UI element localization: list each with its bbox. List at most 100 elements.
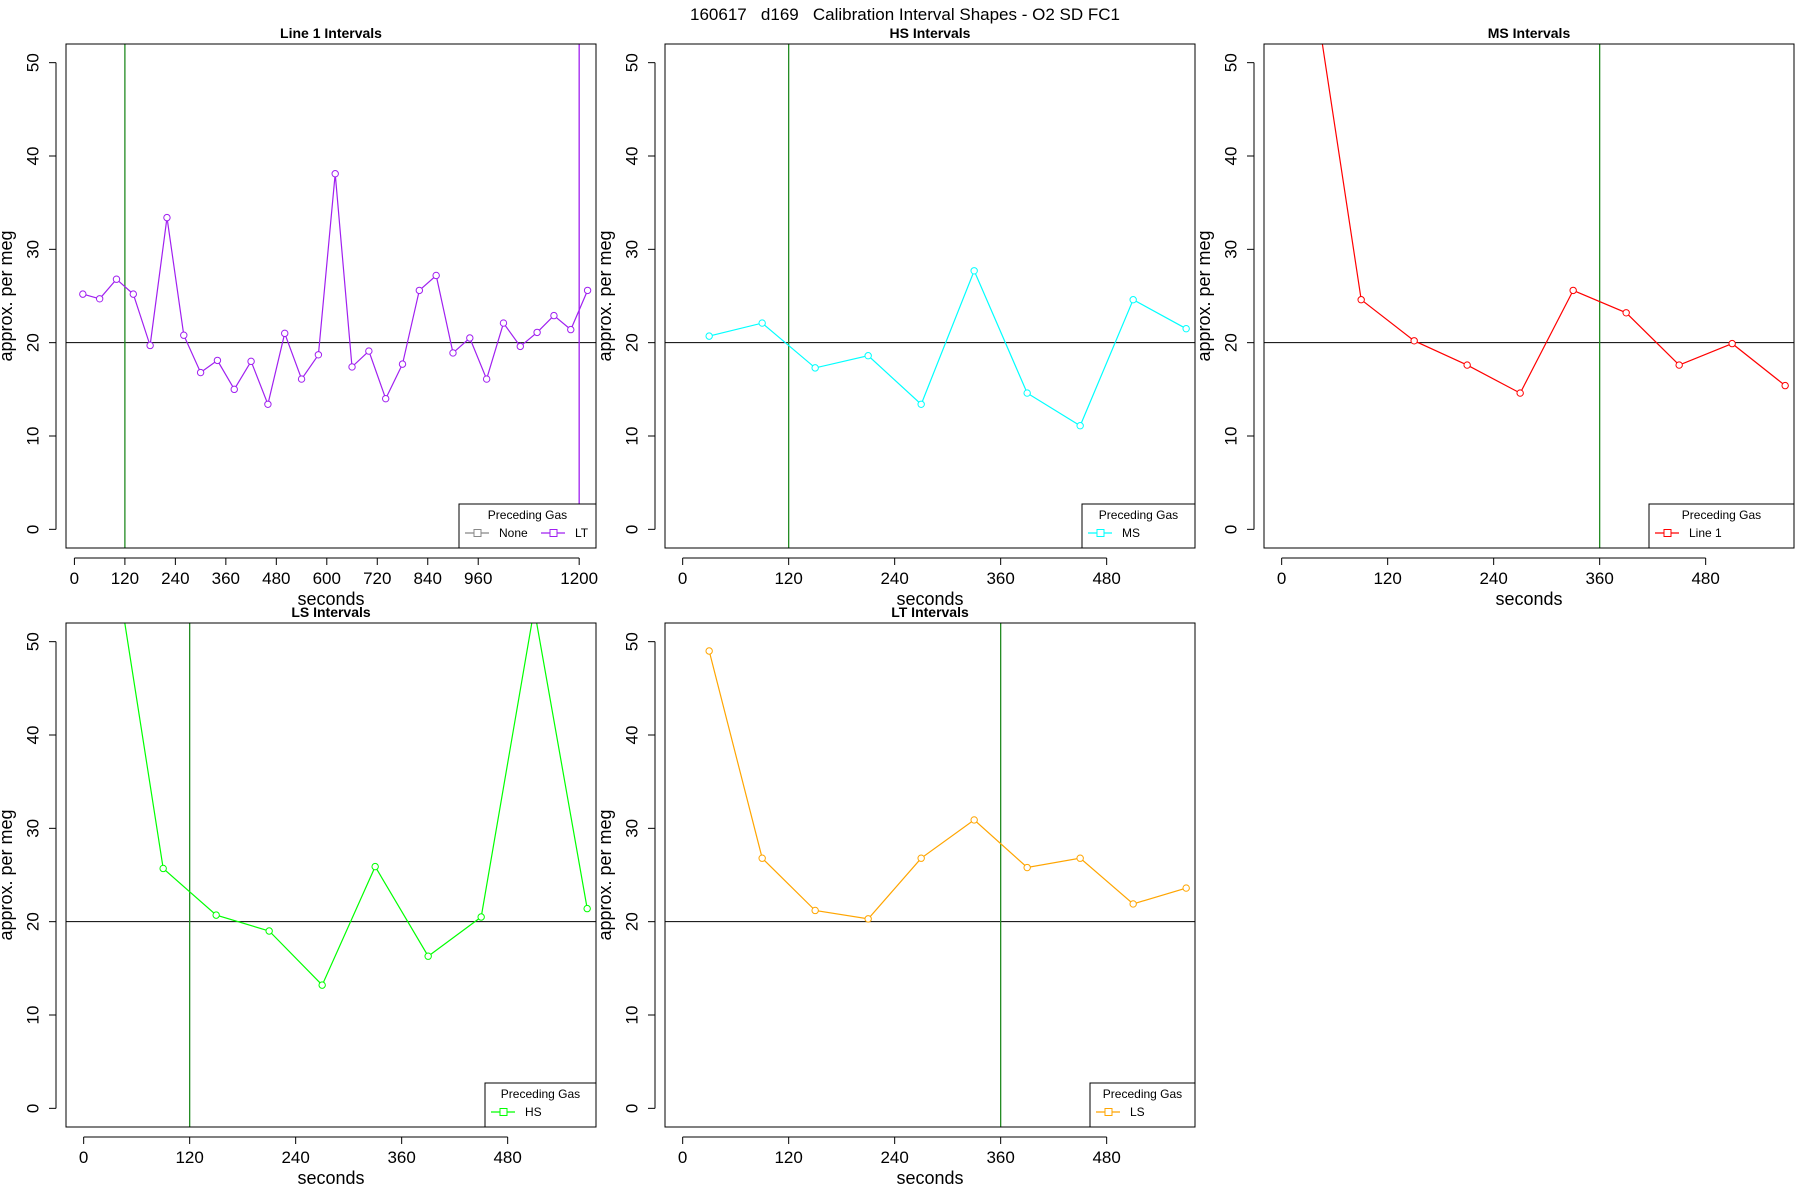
legend-title: Preceding Gas bbox=[488, 508, 567, 522]
data-point bbox=[705, 647, 713, 655]
data-point bbox=[230, 385, 238, 394]
data-point bbox=[1410, 337, 1418, 345]
data-point bbox=[297, 375, 306, 383]
x-tick-label: 120 bbox=[1373, 569, 1401, 588]
data-point bbox=[159, 864, 167, 873]
data-point bbox=[449, 349, 457, 357]
y-tick-label: 30 bbox=[23, 240, 42, 259]
y-tick-label: 40 bbox=[23, 147, 42, 166]
y-tick-label: 0 bbox=[1221, 525, 1240, 534]
y-tick-label: 0 bbox=[622, 1104, 641, 1113]
x-tick-label: 120 bbox=[175, 1148, 203, 1167]
x-tick-label: 120 bbox=[774, 1148, 802, 1167]
x-tick-label: 600 bbox=[313, 569, 341, 588]
legend-swatch-marker bbox=[499, 1108, 508, 1116]
y-tick-label: 30 bbox=[1221, 240, 1240, 259]
data-point bbox=[811, 364, 819, 372]
data-point bbox=[381, 394, 390, 403]
data-point bbox=[398, 360, 407, 368]
data-point bbox=[583, 286, 592, 295]
data-point bbox=[1023, 389, 1031, 397]
data-point bbox=[1182, 884, 1190, 892]
x-tick-label: 480 bbox=[262, 569, 290, 588]
y-tick-label: 10 bbox=[622, 1006, 641, 1025]
x-axis-label: seconds bbox=[297, 1168, 364, 1188]
y-tick-label: 50 bbox=[622, 53, 641, 72]
legend-entry: None bbox=[499, 526, 528, 540]
y-tick-label: 20 bbox=[622, 912, 641, 931]
y-tick-label: 40 bbox=[23, 726, 42, 745]
y-axis-label: approx. per meg bbox=[0, 230, 16, 361]
plot-area bbox=[1321, 44, 1789, 397]
x-tick-label: 240 bbox=[1479, 569, 1507, 588]
data-point bbox=[758, 854, 766, 862]
legend-box bbox=[484, 1082, 597, 1128]
data-point bbox=[533, 328, 541, 337]
x-tick-label: 480 bbox=[493, 1148, 521, 1167]
data-point bbox=[371, 862, 379, 871]
y-tick-label: 20 bbox=[23, 912, 42, 931]
legend-box bbox=[1081, 503, 1196, 549]
plot-area bbox=[124, 623, 591, 989]
x-tick-label: 360 bbox=[212, 569, 240, 588]
data-point bbox=[917, 400, 925, 408]
data-point bbox=[1076, 854, 1084, 862]
data-point bbox=[348, 363, 356, 371]
plot-frame bbox=[1263, 43, 1795, 549]
data-point bbox=[1463, 361, 1471, 369]
x-axis-label: seconds bbox=[297, 589, 364, 609]
data-point bbox=[1622, 309, 1630, 317]
data-point bbox=[1728, 339, 1736, 348]
series-line bbox=[709, 269, 1187, 427]
y-tick-label: 50 bbox=[23, 53, 42, 72]
data-point bbox=[864, 915, 872, 923]
y-tick-label: 40 bbox=[622, 147, 641, 166]
y-tick-label: 20 bbox=[23, 333, 42, 352]
y-axis-label: approx. per meg bbox=[0, 809, 16, 940]
plot-frame bbox=[664, 43, 1196, 549]
x-tick-label: 0 bbox=[70, 569, 79, 588]
data-point bbox=[1569, 286, 1577, 295]
data-point bbox=[264, 400, 272, 408]
data-point bbox=[477, 913, 485, 921]
data-point bbox=[196, 368, 205, 377]
legend: Preceding Gas None LT bbox=[458, 503, 597, 549]
x-tick-label: 960 bbox=[464, 569, 492, 588]
x-tick-label: 0 bbox=[678, 1148, 687, 1167]
data-point bbox=[112, 275, 121, 283]
chart-panel-5: LT Intervals 0 120 240 360 480 seconds 0 10 20 30 4… bbox=[595, 604, 1196, 1188]
legend-swatch-marker bbox=[549, 529, 558, 537]
x-tick-label: 120 bbox=[111, 569, 139, 588]
data-point bbox=[1182, 324, 1190, 333]
legend-swatch-marker bbox=[473, 529, 482, 537]
y-tick-label: 20 bbox=[1221, 333, 1240, 352]
data-point bbox=[146, 341, 154, 350]
series-line bbox=[124, 623, 588, 987]
series-line bbox=[1321, 44, 1786, 394]
data-point bbox=[970, 267, 978, 275]
data-point bbox=[516, 342, 524, 351]
chart-panel-1: Line 1 Intervals 0 120 240 360 480 600 720 840 96… bbox=[0, 25, 598, 609]
data-point bbox=[1675, 361, 1683, 369]
plot-frame bbox=[664, 622, 1196, 1128]
data-point bbox=[129, 290, 138, 298]
panel-title: MS Intervals bbox=[1488, 25, 1571, 41]
legend-title: Preceding Gas bbox=[1103, 1087, 1182, 1101]
data-point bbox=[1357, 296, 1365, 304]
data-point bbox=[424, 952, 432, 960]
data-point bbox=[281, 329, 289, 338]
legend-swatch-marker bbox=[1096, 529, 1105, 537]
legend-box bbox=[1648, 503, 1795, 549]
x-tick-label: 240 bbox=[161, 569, 189, 588]
y-tick-label: 30 bbox=[622, 819, 641, 838]
data-point bbox=[499, 319, 508, 327]
data-point bbox=[550, 311, 558, 320]
legend-title: Preceding Gas bbox=[1099, 508, 1178, 522]
plot-frame bbox=[65, 622, 597, 1128]
figure-title: 160617 d169 Calibration Interval Shapes … bbox=[690, 5, 1120, 24]
panel-title: LT Intervals bbox=[891, 604, 969, 620]
data-point bbox=[1023, 863, 1031, 872]
panel-title: HS Intervals bbox=[890, 25, 971, 41]
legend: Preceding Gas Line 1 bbox=[1648, 503, 1795, 549]
data-point bbox=[705, 332, 713, 340]
